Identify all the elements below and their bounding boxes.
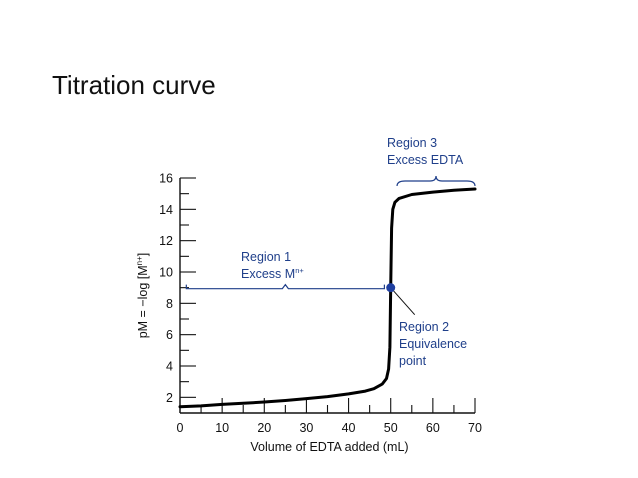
chart-ticks: 2 4 6 8 10 12 14 16 0 10 20 30 40 50 60 70 Volume of EDT… — [135, 172, 482, 455]
region3-brace — [396, 175, 476, 187]
y-tick-label: 14 — [159, 203, 173, 217]
region2-sublabel-2: point — [399, 354, 427, 368]
y-tick-label: 12 — [159, 234, 173, 248]
y-tick-label: 4 — [166, 360, 173, 374]
chart-axes — [179, 178, 475, 414]
annotation-layer: Region 1 Excess Mn+ Region 3 Excess EDTA Reg… — [185, 136, 476, 368]
y-tick-label: 8 — [166, 297, 173, 311]
y-axis-title: pM = −log [Mn+] — [135, 253, 150, 339]
y-tick-label: 16 — [159, 172, 173, 186]
x-tick-label: 10 — [215, 421, 229, 435]
region2-label: Region 2 — [399, 320, 449, 334]
x-tick-label: 20 — [257, 421, 271, 435]
y-tick-label: 2 — [166, 391, 173, 405]
x-tick-label: 70 — [468, 421, 482, 435]
y-tick-label: 6 — [166, 328, 173, 342]
region3-sublabel: Excess EDTA — [387, 153, 464, 167]
y-tick-label: 10 — [159, 266, 173, 280]
region2-sublabel: Equivalence — [399, 337, 467, 351]
slide-title: Titration curve — [52, 70, 216, 100]
x-tick-label: 60 — [426, 421, 440, 435]
region1-label: Region 1 — [241, 250, 291, 264]
x-tick-label: 30 — [299, 421, 313, 435]
equivalence-point-marker — [386, 283, 396, 293]
x-tick-label: 40 — [342, 421, 356, 435]
curve-layer — [178, 187, 477, 409]
region3-label: Region 3 — [387, 136, 437, 150]
x-tick-label: 50 — [384, 421, 398, 435]
x-axis-title: Volume of EDTA added (mL) — [250, 440, 408, 454]
region1-bracket — [185, 283, 385, 290]
equivalence-leader-line — [390, 287, 416, 315]
titration-curve-line — [178, 187, 477, 409]
x-tick-label: 0 — [177, 421, 184, 435]
region1-sublabel: Excess Mn+ — [241, 266, 304, 281]
